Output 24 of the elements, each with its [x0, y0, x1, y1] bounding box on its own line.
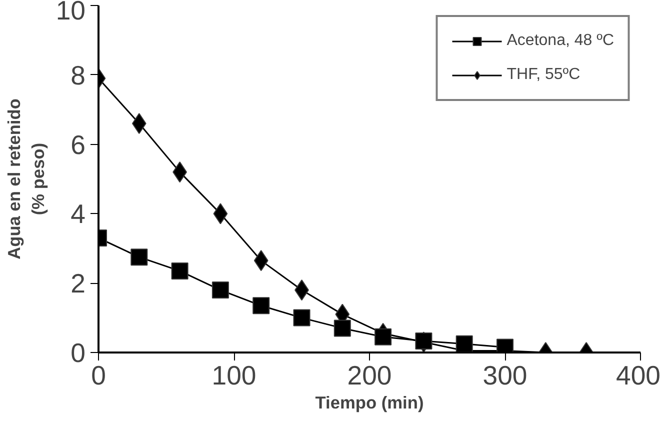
x-tick-label: 200: [347, 360, 392, 390]
x-tick-label: 300: [482, 360, 528, 390]
legend-label: THF, 55ºC: [506, 66, 580, 84]
x-tick-label: 400: [616, 360, 661, 390]
point: [334, 320, 351, 337]
y-tick-label: 10: [56, 0, 86, 26]
legend-label: Acetona, 48 ºC: [506, 32, 614, 50]
y-tick-label: 8: [70, 60, 86, 90]
y-axis-title: Agua en el retenido (% peso): [4, 98, 48, 260]
y-tick-label: 6: [70, 130, 86, 160]
x-tick-label: 0: [91, 360, 106, 390]
point: [212, 282, 229, 299]
point: [171, 262, 188, 280]
point: [374, 328, 392, 346]
y-tick-label: 4: [70, 199, 86, 230]
point: [415, 332, 432, 350]
point: [293, 309, 310, 326]
y-tick-label: 0: [70, 338, 86, 368]
point: [130, 248, 148, 266]
x-axis-title: Tiempo (min): [315, 392, 424, 412]
point: [252, 297, 270, 314]
x-tick-label: 100: [212, 360, 256, 390]
point: [456, 335, 473, 352]
y-tick-label: 2: [70, 268, 86, 299]
